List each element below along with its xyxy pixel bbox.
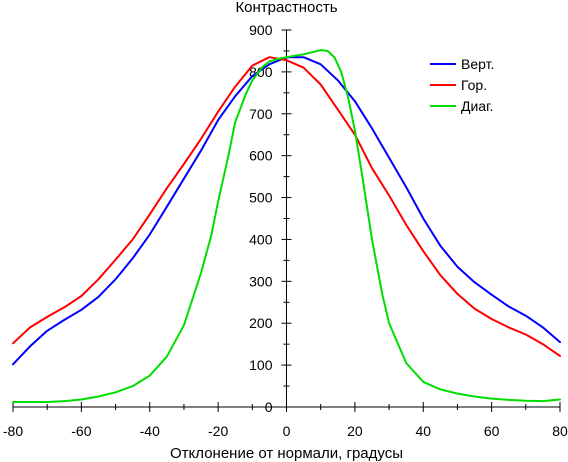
x-tick-label: -80	[3, 423, 23, 439]
x-axis-title: Отклонение от нормали, градусы	[170, 445, 403, 462]
y-tick-label: 300	[249, 273, 273, 289]
series-line-2	[12, 56, 561, 357]
series-group	[12, 49, 561, 403]
x-tick-label: 0	[283, 423, 291, 439]
x-tick-label: 20	[347, 423, 363, 439]
legend: Верт. Гор. Диаг.	[430, 56, 494, 114]
y-tick-label: 0	[265, 399, 273, 415]
y-tick-label: 400	[249, 231, 273, 247]
y-tick-label: 700	[249, 106, 273, 122]
x-tick-label: 60	[484, 423, 500, 439]
y-tick-label: 100	[249, 357, 273, 373]
x-axis: -80 -60 -40 -20 0 20 40 60 80	[3, 402, 568, 439]
x-tick-label: 40	[415, 423, 431, 439]
y-tick-label: 600	[249, 148, 273, 164]
y-tick-label: 900	[249, 22, 273, 38]
y-axis-title: Контрастность	[235, 0, 337, 16]
y-tick-label: 200	[249, 315, 273, 331]
x-tick-label: -40	[140, 423, 160, 439]
x-tick-label: -60	[71, 423, 91, 439]
legend-label-3: Диаг.	[461, 98, 493, 114]
legend-label-1: Верт.	[461, 56, 494, 72]
legend-label-2: Гор.	[461, 77, 487, 93]
x-tick-label: 80	[552, 423, 568, 439]
x-tick-label: -20	[208, 423, 228, 439]
y-tick-label: 500	[249, 190, 273, 206]
series-line-3	[12, 49, 561, 403]
